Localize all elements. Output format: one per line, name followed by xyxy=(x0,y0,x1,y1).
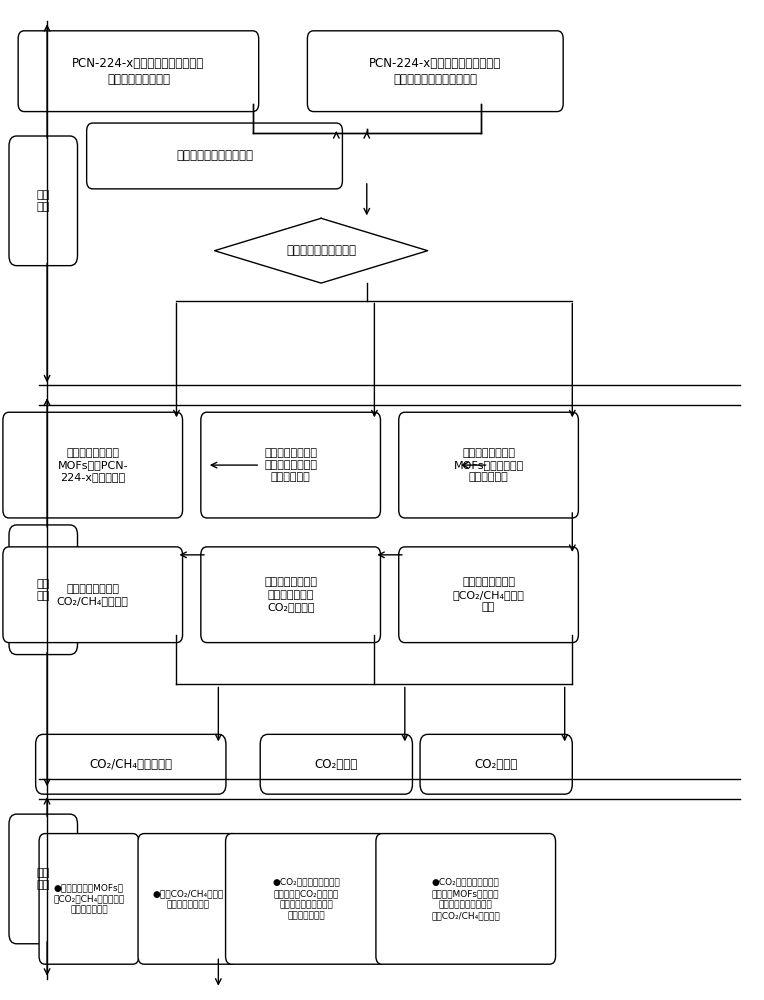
FancyBboxPatch shape xyxy=(399,547,578,643)
FancyBboxPatch shape xyxy=(420,734,572,794)
FancyBboxPatch shape xyxy=(261,734,413,794)
FancyBboxPatch shape xyxy=(18,31,259,112)
Text: PCN-224-x材料晶体实验结构数据
搜集、团簇模型构建: PCN-224-x材料晶体实验结构数据 搜集、团簇模型构建 xyxy=(73,57,205,86)
FancyBboxPatch shape xyxy=(3,547,183,643)
FancyBboxPatch shape xyxy=(201,412,380,518)
FancyBboxPatch shape xyxy=(376,834,555,964)
Text: CO₂吸附能: CO₂吸附能 xyxy=(315,758,358,771)
Text: 理论优化吸附构型
并与实验晶体参数
对比进行验证: 理论优化吸附构型 并与实验晶体参数 对比进行验证 xyxy=(264,448,317,482)
Text: 计算单组份和双组
份CO₂/CH₄吸附等
温线: 计算单组份和双组 份CO₂/CH₄吸附等 温线 xyxy=(452,577,525,612)
Text: 选择模型、基组、方法: 选择模型、基组、方法 xyxy=(286,244,356,257)
FancyBboxPatch shape xyxy=(9,814,77,944)
Text: 模型
建立: 模型 建立 xyxy=(37,190,50,212)
Text: 分析和表征材料的
CO₂/CH₄分离效率: 分析和表征材料的 CO₂/CH₄分离效率 xyxy=(57,584,128,606)
Text: 构建不同金属卟啉
MOFs材料PCN-
224-x的吸附构型: 构建不同金属卟啉 MOFs材料PCN- 224-x的吸附构型 xyxy=(57,448,128,482)
Text: 计算稳定构型下的
吸附能，并计算
CO₂的吸附热: 计算稳定构型下的 吸附能，并计算 CO₂的吸附热 xyxy=(264,577,317,612)
FancyBboxPatch shape xyxy=(9,525,77,655)
FancyBboxPatch shape xyxy=(307,31,563,112)
FancyBboxPatch shape xyxy=(36,734,226,794)
Text: 计算与实验数据对比分析: 计算与实验数据对比分析 xyxy=(176,149,253,162)
Text: 理论
计算: 理论 计算 xyxy=(37,579,50,601)
Text: ●CO₂吸附热大小是衡量
金属卟啉MOFs材料的吸
附强弱重要指标。从而
判断CO₂/CH₄分离效率: ●CO₂吸附热大小是衡量 金属卟啉MOFs材料的吸 附强弱重要指标。从而 判断C… xyxy=(432,878,500,920)
FancyBboxPatch shape xyxy=(39,834,139,964)
FancyBboxPatch shape xyxy=(3,412,183,518)
Text: ●不同金属卟啉MOFs材
料CO₂、CH₄单组份和混
合组分的吸附量: ●不同金属卟啉MOFs材 料CO₂、CH₄单组份和混 合组分的吸附量 xyxy=(53,883,125,914)
Text: ●CO₂与金属卟啉配体的
吸附能表征CO₂与金属卟
啉配体作用强弱。吸附
能越大作用越强: ●CO₂与金属卟啉配体的 吸附能表征CO₂与金属卟 啉配体作用强弱。吸附 能越大… xyxy=(272,878,340,920)
Polygon shape xyxy=(215,218,428,283)
FancyBboxPatch shape xyxy=(138,834,238,964)
Text: PCN-224-x材料结构优化计算的方
法、基组等理论方法的试算: PCN-224-x材料结构优化计算的方 法、基组等理论方法的试算 xyxy=(369,57,501,86)
FancyBboxPatch shape xyxy=(399,412,578,518)
FancyBboxPatch shape xyxy=(9,136,77,266)
FancyBboxPatch shape xyxy=(86,123,342,189)
Text: 计算不同金属卟啉
MOFs周期性晶体结
构的部分电荷: 计算不同金属卟啉 MOFs周期性晶体结 构的部分电荷 xyxy=(454,448,523,482)
Text: CO₂/CH₄吸附选择性: CO₂/CH₄吸附选择性 xyxy=(89,758,173,771)
FancyBboxPatch shape xyxy=(225,834,386,964)
Text: CO₂吸附热: CO₂吸附热 xyxy=(474,758,518,771)
Text: ●计算CO₂/CH₄的选择
性，即为分离系数: ●计算CO₂/CH₄的选择 性，即为分离系数 xyxy=(152,889,224,909)
Text: 结果
分析: 结果 分析 xyxy=(37,868,50,890)
FancyBboxPatch shape xyxy=(201,547,380,643)
